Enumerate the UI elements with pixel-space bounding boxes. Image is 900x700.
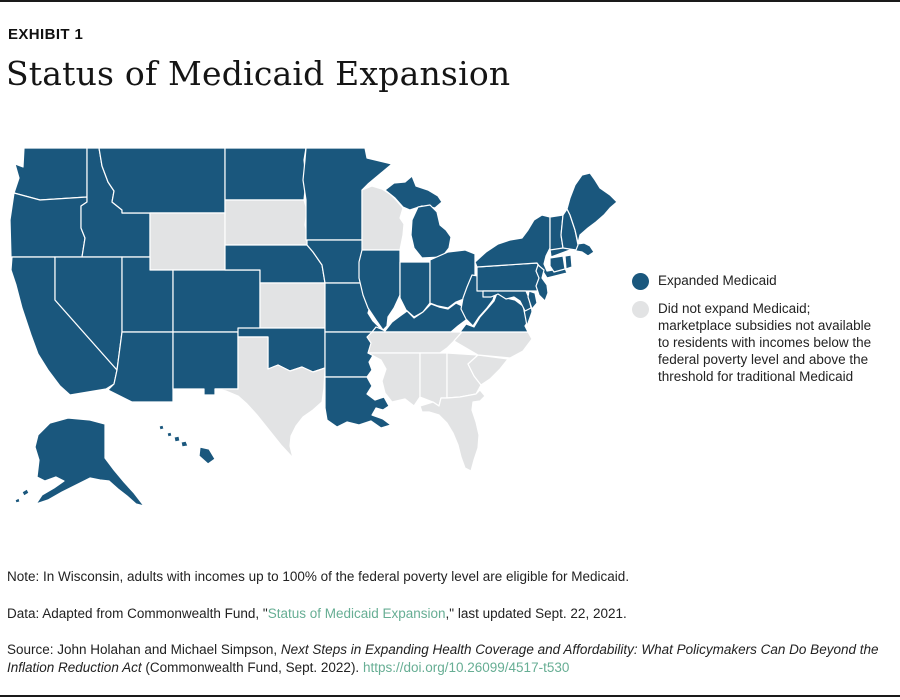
us-map-container [9,140,630,560]
top-rule [0,0,900,2]
legend: Expanded Medicaid Did not expand Medicaid… [632,272,882,396]
state-PA [476,262,545,292]
state-DE [527,290,538,310]
state-HI [166,431,173,438]
legend-dot-not_expanded [632,301,649,318]
source-attribution: Source: John Holahan and Michael Simpson… [7,641,885,676]
state-MS [367,352,421,407]
state-LA [324,376,392,429]
state-AK [34,417,145,507]
state-KS [259,282,326,329]
state-TN [366,331,463,354]
data-attribution: Data: Adapted from Commonwealth Fund, "S… [7,605,885,623]
state-MI [410,204,452,259]
state-NC [453,331,533,359]
note-text: Note: In Wisconsin, adults with incomes … [7,569,630,584]
legend-item-not_expanded: Did not expand Medicaid; marketplace sub… [632,300,882,385]
state-ND [224,147,307,201]
state-HI [180,440,189,448]
us-map [9,147,618,507]
state-NY [474,214,568,279]
state-NM [172,331,239,396]
exhibit-label: EXHIBIT 1 [8,26,84,43]
state-HI [173,435,181,443]
state-SC [467,354,509,386]
state-OR [9,192,88,258]
state-WA [13,147,88,201]
legend-label-not_expanded: Did not expand Medicaid; marketplace sub… [658,301,872,384]
state-HI [198,446,216,465]
state-MT [98,147,226,214]
state-HI [158,424,165,431]
state-RI [564,254,573,270]
state-TX [214,336,326,459]
state-AK [21,488,30,497]
page-title: Status of Medicaid Expansion [6,54,511,93]
data-source-link[interactable]: Status of Medicaid Expansion [267,606,446,621]
state-ME [566,172,618,244]
source-doi-link[interactable]: https://doi.org/10.26099/4517-t530 [362,659,570,675]
state-AK [14,497,21,504]
legend-label-expanded: Expanded Medicaid [658,273,777,288]
state-FL [419,389,486,472]
source-title-italic: Next Steps in Expanding Health Coverage … [7,642,879,675]
state-SD [224,199,310,246]
source-prefix: Source: John Holahan and Michael Simpson… [7,642,281,657]
legend-dot-expanded [632,273,649,290]
bottom-rule [0,695,900,697]
state-CT [549,255,566,273]
state-NJ [535,264,549,302]
source-mid: (Commonwealth Fund, Sept. 2022). [141,659,363,675]
state-MI [384,175,443,211]
data-prefix: Data: Adapted from Commonwealth Fund, " [7,606,268,621]
data-suffix: ," last updated Sept. 22, 2021. [445,606,627,621]
legend-item-expanded: Expanded Medicaid [632,272,882,290]
state-WY [149,212,226,271]
state-CO [172,269,261,333]
